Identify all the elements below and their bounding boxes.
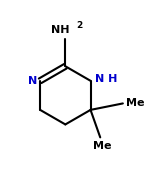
- Text: Me: Me: [126, 98, 145, 108]
- Text: N H: N H: [95, 74, 117, 84]
- Text: N: N: [28, 76, 37, 86]
- Text: NH: NH: [51, 25, 70, 35]
- Text: 2: 2: [76, 21, 82, 30]
- Text: Me: Me: [93, 141, 111, 151]
